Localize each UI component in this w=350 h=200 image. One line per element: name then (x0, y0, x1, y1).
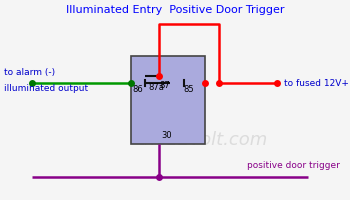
Text: 87: 87 (159, 81, 170, 90)
Text: 85: 85 (184, 85, 194, 94)
Text: the12volt.com: the12volt.com (138, 131, 268, 149)
Text: 86: 86 (132, 85, 143, 94)
Text: to alarm (-): to alarm (-) (4, 68, 55, 76)
Text: 87a: 87a (149, 83, 164, 92)
Text: positive door trigger: positive door trigger (247, 162, 340, 170)
Text: to fused 12V+: to fused 12V+ (284, 78, 348, 88)
Text: 30: 30 (162, 131, 172, 140)
Text: Illuminated Entry  Positive Door Trigger: Illuminated Entry Positive Door Trigger (66, 5, 284, 15)
Bar (131, 56, 205, 144)
Text: illuminated output: illuminated output (4, 84, 88, 93)
